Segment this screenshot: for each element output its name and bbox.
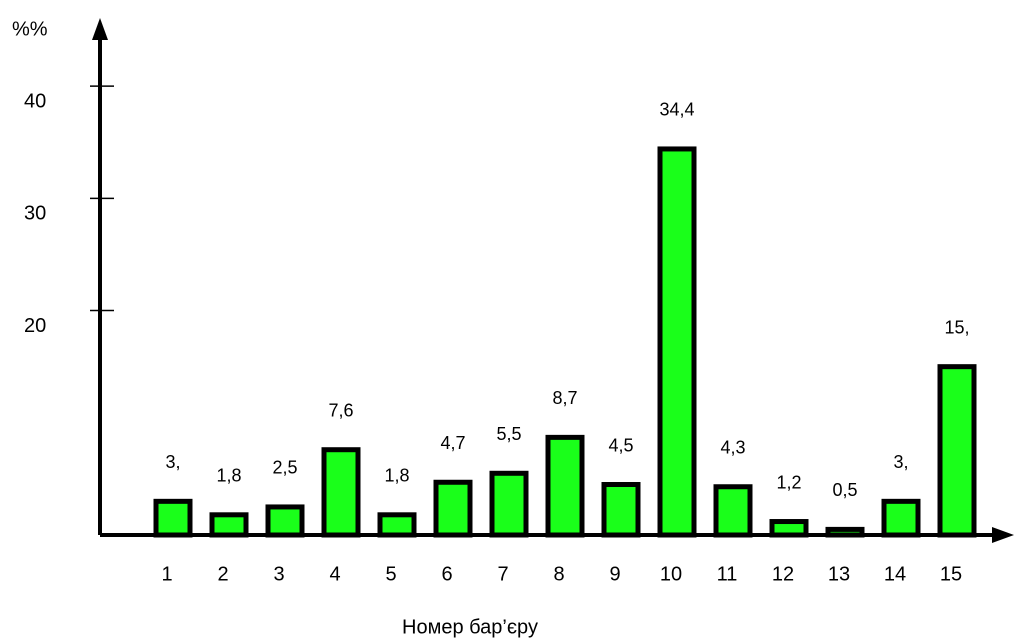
- x-axis-label: Номер бар’єру: [402, 616, 538, 638]
- bar: [321, 447, 361, 538]
- x-tick-label: 2: [217, 563, 228, 585]
- bar: [153, 498, 193, 538]
- bar: [265, 504, 305, 538]
- value-label: 4,7: [440, 433, 465, 453]
- bar: [713, 484, 753, 538]
- y-tick-label: 40: [24, 90, 46, 112]
- bar: [545, 434, 585, 538]
- bar: [377, 512, 417, 538]
- x-tick-label: 1: [161, 563, 172, 585]
- y-tick-label: 30: [24, 203, 46, 225]
- x-tick-label: 12: [772, 563, 794, 585]
- bar: [601, 482, 641, 538]
- x-tick-label: 9: [609, 563, 620, 585]
- value-label: 2,5: [272, 458, 297, 478]
- x-tick-label: 7: [497, 563, 508, 585]
- bar: [769, 519, 809, 538]
- x-tick-label: 6: [441, 563, 452, 585]
- x-axis-arrow: [992, 527, 1014, 543]
- bar: [489, 470, 529, 538]
- bar: [881, 498, 921, 538]
- value-label: 15,: [944, 317, 969, 337]
- value-label: 5,5: [496, 424, 521, 444]
- value-label: 4,5: [608, 435, 633, 455]
- y-axis-label: %%: [12, 18, 48, 40]
- y-axis-arrow: [92, 18, 108, 40]
- value-label: 34,4: [659, 100, 694, 120]
- x-tick-label: 15: [940, 563, 962, 585]
- x-tick-label: 14: [884, 563, 906, 585]
- value-label: 0,5: [832, 480, 857, 500]
- bar: [825, 526, 865, 538]
- bar: [433, 479, 473, 538]
- bar: [937, 364, 977, 538]
- x-tick-label: 13: [828, 563, 850, 585]
- value-label: 1,8: [216, 466, 241, 486]
- value-label: 7,6: [328, 400, 353, 420]
- x-tick-label: 5: [385, 563, 396, 585]
- value-label: 1,2: [776, 472, 801, 492]
- value-label: 3,: [165, 452, 180, 472]
- value-label: 1,8: [384, 466, 409, 486]
- value-label: 8,7: [552, 388, 577, 408]
- y-tick-label: 20: [24, 315, 46, 337]
- x-tick-label: 8: [553, 563, 564, 585]
- value-label: 3,: [893, 452, 908, 472]
- x-tick-label: 3: [273, 563, 284, 585]
- x-tick-label: 10: [660, 563, 682, 585]
- bar: [209, 512, 249, 538]
- value-label: 4,3: [720, 437, 745, 457]
- x-tick-label: 4: [329, 563, 340, 585]
- x-tick-label: 11: [717, 563, 738, 585]
- bar: [657, 146, 697, 538]
